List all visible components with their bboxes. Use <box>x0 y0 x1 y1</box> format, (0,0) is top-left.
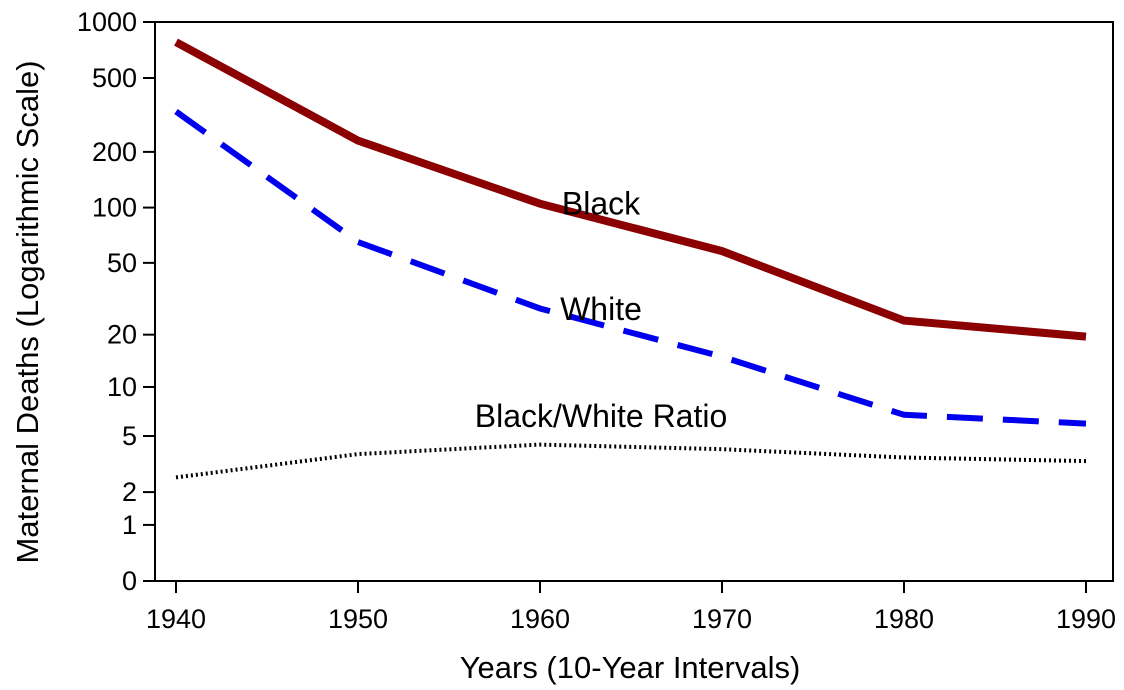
x-tick-label: 1990 <box>1056 604 1116 634</box>
y-tick-label: 200 <box>92 137 137 167</box>
y-axis-title: Maternal Deaths (Logarithmic Scale) <box>10 60 45 563</box>
series-line-2 <box>174 109 1087 427</box>
series-label-3: Black/White Ratio <box>475 398 728 434</box>
series-label-1: Black <box>562 185 641 221</box>
series-label-layer: Black White Black/White Ratio <box>475 185 728 433</box>
y-tick-label: 10 <box>107 372 137 402</box>
y-tick-label: 0 <box>122 566 137 596</box>
y-tick-label: 20 <box>107 320 137 350</box>
x-tick-label: 1940 <box>146 604 206 634</box>
y-tick-label: 50 <box>107 248 137 278</box>
x-axis-title: Years (10-Year Intervals) <box>460 650 801 685</box>
y-tick-label: 1000 <box>77 7 137 37</box>
series-layer <box>174 38 1087 480</box>
y-axis: 0 12 5 10 20 50 100 200 500 1000 <box>77 7 155 596</box>
x-axis: 1940 1950 1960 1970 1980 1990 <box>146 581 1116 634</box>
y-tick-label: 2 <box>122 477 137 507</box>
x-tick-label: 1950 <box>328 604 388 634</box>
y-tick-label: 1 <box>122 510 137 540</box>
series-line-1 <box>174 38 1087 341</box>
x-tick-label: 1970 <box>692 604 752 634</box>
y-tick-label: 5 <box>122 421 137 451</box>
x-tick-label: 1960 <box>510 604 570 634</box>
y-tick-label: 100 <box>92 193 137 223</box>
plot-frame <box>154 21 1114 582</box>
y-tick-label: 500 <box>92 63 137 93</box>
series-label-2: White <box>560 291 642 327</box>
series-line-3 <box>175 442 1087 480</box>
x-tick-label: 1980 <box>874 604 934 634</box>
